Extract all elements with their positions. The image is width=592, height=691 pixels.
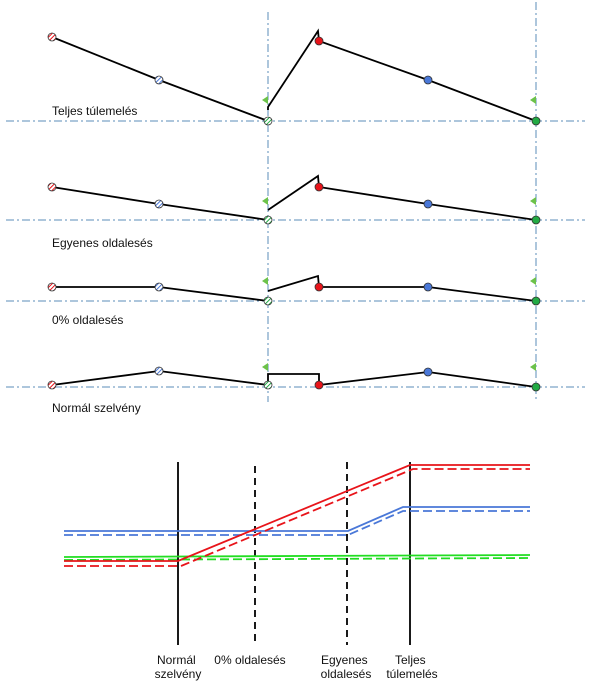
solid-circle-icon xyxy=(314,380,324,390)
hatched-circle-icon xyxy=(263,116,273,126)
transition-diagram: Normál szelvény 0% oldalesés Egyenes old… xyxy=(63,462,531,681)
solid-circle-icon xyxy=(531,296,541,306)
hatched-circle-icon xyxy=(154,282,164,292)
blue-edge-line xyxy=(64,506,530,532)
solid-circle-icon xyxy=(423,199,433,209)
green-flag-icon xyxy=(262,197,268,205)
hatched-circle-icon xyxy=(47,282,57,292)
hatched-circle-icon xyxy=(154,75,164,85)
row-label: Teljes túlemelés xyxy=(52,104,137,118)
solid-circle-icon xyxy=(531,116,541,126)
section-label-straight-crossfall: Egyenes oldalesés xyxy=(321,653,372,681)
hatched-circle-icon xyxy=(154,199,164,209)
right-carriageway-line xyxy=(267,371,537,388)
solid-circle-icon xyxy=(314,282,324,292)
hatched-circle-icon xyxy=(263,215,273,225)
row-label: 0% oldalesés xyxy=(52,313,123,327)
cross-section-straight-crossfall: Egyenes oldalesés xyxy=(6,174,585,250)
green-flag-icon xyxy=(530,363,536,371)
row-label: Egyenes oldalesés xyxy=(52,236,153,250)
solid-circle-icon xyxy=(423,282,433,292)
red-edge-line-dashed xyxy=(64,468,530,567)
solid-circle-icon xyxy=(423,75,433,85)
solid-circle-icon xyxy=(531,215,541,225)
section-label-normal: Normál szelvény xyxy=(155,653,202,681)
cross-section-full-superelevation: Teljes túlemelés xyxy=(6,28,585,126)
solid-circle-icon xyxy=(314,36,324,46)
blue-edge-line-dashed xyxy=(64,510,530,536)
hatched-circle-icon xyxy=(263,380,273,390)
right-carriageway-line xyxy=(267,28,537,122)
green-flag-icon xyxy=(530,96,536,104)
green-flag-icon xyxy=(262,96,268,104)
green-flag-icon xyxy=(262,363,268,371)
hatched-circle-icon xyxy=(47,182,57,192)
section-label-zero-crossfall: 0% oldalesés xyxy=(214,653,285,667)
section-label-full-superelevation: Teljes túlemelés xyxy=(386,653,437,681)
hatched-circle-icon xyxy=(47,380,57,390)
row-label: Normál szelvény xyxy=(52,401,141,415)
red-edge-line xyxy=(64,464,530,562)
green-flag-icon xyxy=(530,277,536,285)
solid-circle-icon xyxy=(314,182,324,192)
hatched-circle-icon xyxy=(47,32,57,42)
right-carriageway-line xyxy=(267,274,537,302)
solid-circle-icon xyxy=(531,382,541,392)
hatched-circle-icon xyxy=(154,366,164,376)
cross-section-zero-crossfall: 0% oldalesés xyxy=(6,274,585,327)
green-flag-icon xyxy=(262,277,268,285)
green-edge-line-dashed xyxy=(63,557,531,561)
right-carriageway-line xyxy=(267,174,537,221)
green-flag-icon xyxy=(530,197,536,205)
cross-section-normal: Normál szelvény xyxy=(6,363,585,415)
solid-circle-icon xyxy=(423,367,433,377)
hatched-circle-icon xyxy=(263,296,273,306)
green-edge-line xyxy=(63,554,531,558)
